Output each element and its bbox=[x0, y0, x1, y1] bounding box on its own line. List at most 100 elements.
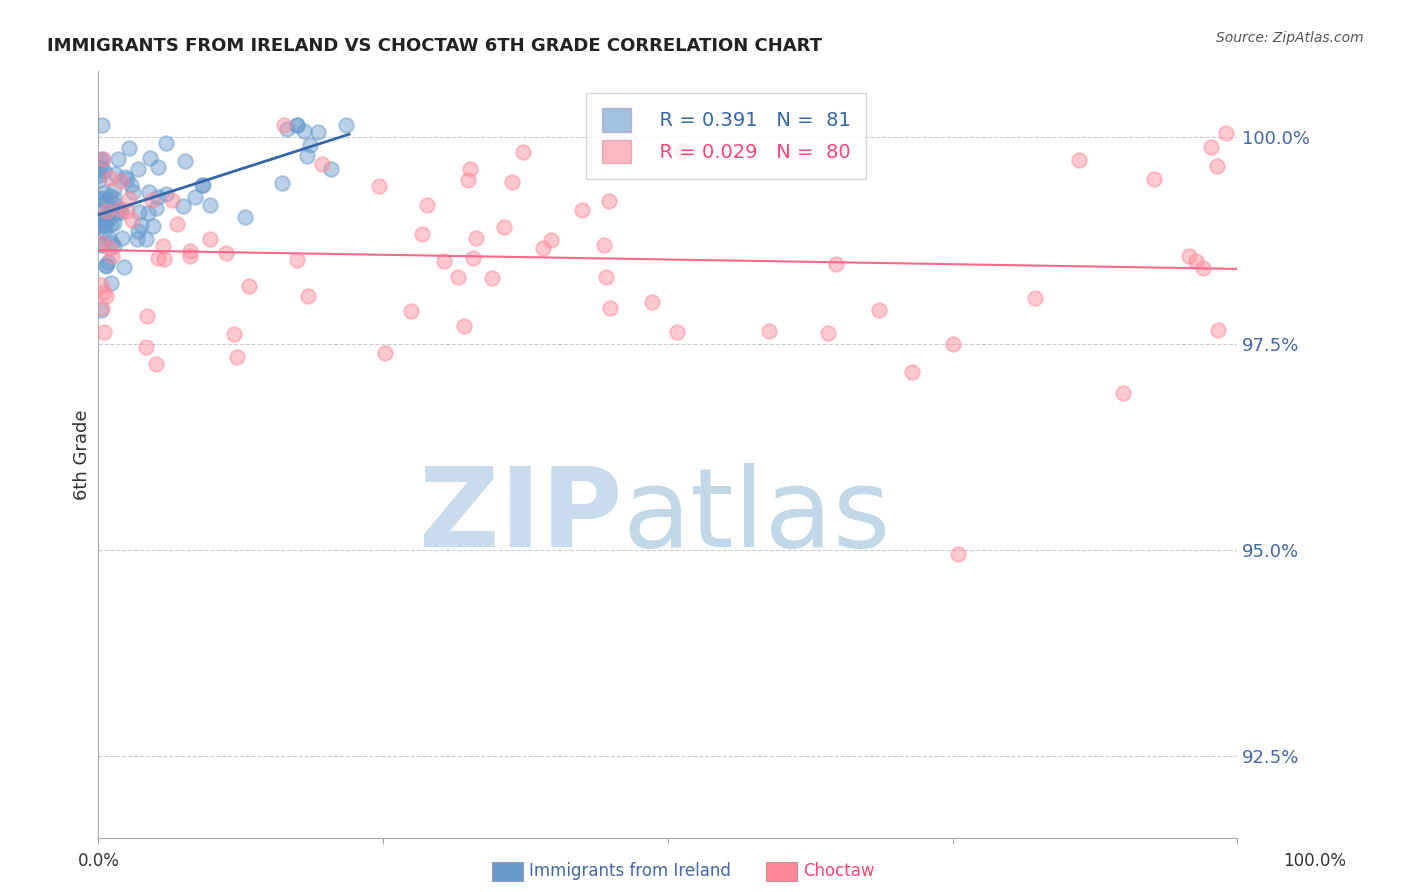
Point bbox=[1069, 153, 1091, 167]
Point bbox=[89, 153, 111, 168]
Point bbox=[128, 205, 150, 219]
Point bbox=[103, 239, 125, 253]
Point bbox=[817, 326, 839, 341]
Point bbox=[297, 289, 319, 303]
Point bbox=[540, 233, 562, 247]
Point bbox=[115, 172, 138, 186]
Point bbox=[457, 173, 479, 187]
Point bbox=[458, 161, 481, 176]
Point bbox=[142, 219, 165, 234]
Point bbox=[100, 277, 122, 291]
Point bbox=[146, 190, 169, 204]
Point bbox=[121, 178, 143, 193]
Point bbox=[90, 278, 112, 293]
Point bbox=[141, 194, 163, 208]
Point bbox=[1192, 261, 1215, 276]
Text: atlas: atlas bbox=[623, 463, 891, 570]
Point bbox=[135, 341, 157, 355]
Point bbox=[198, 197, 221, 211]
Point bbox=[321, 161, 343, 176]
Point bbox=[824, 257, 846, 271]
Point bbox=[91, 211, 114, 226]
Text: Source: ZipAtlas.com: Source: ZipAtlas.com bbox=[1216, 31, 1364, 45]
Point bbox=[948, 547, 970, 561]
Point bbox=[89, 218, 111, 232]
Legend:   R = 0.391   N =  81,   R = 0.029   N =  80: R = 0.391 N = 81, R = 0.029 N = 80 bbox=[586, 93, 866, 179]
Point bbox=[153, 252, 176, 267]
Point bbox=[1185, 253, 1208, 268]
Point bbox=[93, 212, 115, 227]
Text: IMMIGRANTS FROM IRELAND VS CHOCTAW 6TH GRADE CORRELATION CHART: IMMIGRANTS FROM IRELAND VS CHOCTAW 6TH G… bbox=[48, 37, 823, 54]
Point bbox=[90, 301, 112, 315]
Point bbox=[118, 192, 141, 206]
Point bbox=[91, 153, 114, 167]
Point bbox=[93, 164, 115, 178]
Point bbox=[492, 219, 515, 234]
Point bbox=[595, 270, 617, 285]
Point bbox=[121, 185, 143, 199]
Point bbox=[136, 205, 159, 219]
Point bbox=[135, 309, 157, 323]
Point bbox=[271, 177, 294, 191]
Point bbox=[148, 160, 170, 174]
Point bbox=[399, 303, 422, 318]
Point bbox=[1215, 126, 1237, 140]
Point bbox=[96, 289, 118, 303]
Point bbox=[89, 161, 111, 176]
Text: ZIP: ZIP bbox=[419, 463, 623, 570]
Point bbox=[461, 251, 484, 265]
Point bbox=[103, 191, 125, 205]
Y-axis label: 6th Grade: 6th Grade bbox=[73, 409, 91, 500]
Point bbox=[101, 236, 124, 251]
Point bbox=[146, 251, 169, 265]
Point bbox=[179, 244, 201, 258]
Point bbox=[97, 254, 120, 268]
Point bbox=[96, 259, 118, 273]
Point bbox=[447, 270, 470, 285]
Point bbox=[139, 151, 162, 165]
Point bbox=[135, 232, 157, 246]
Point bbox=[665, 326, 688, 340]
Point bbox=[374, 345, 396, 359]
Point bbox=[152, 239, 174, 253]
Point bbox=[93, 186, 115, 201]
Point bbox=[131, 218, 153, 232]
Point bbox=[107, 153, 129, 167]
Point bbox=[307, 125, 329, 139]
Point bbox=[125, 232, 148, 246]
Text: 0.0%: 0.0% bbox=[77, 852, 120, 870]
Point bbox=[127, 224, 149, 238]
Point bbox=[91, 191, 114, 205]
Point bbox=[1178, 249, 1201, 263]
Point bbox=[101, 249, 124, 263]
Point bbox=[110, 205, 132, 219]
Point bbox=[285, 118, 308, 132]
Point bbox=[184, 189, 207, 203]
Point bbox=[127, 162, 149, 177]
Point bbox=[311, 157, 333, 171]
Point bbox=[571, 203, 593, 218]
Point bbox=[411, 227, 433, 241]
Point bbox=[465, 231, 488, 245]
Point bbox=[100, 203, 122, 218]
Point bbox=[285, 118, 308, 132]
Point bbox=[481, 271, 503, 285]
Point bbox=[276, 122, 298, 136]
Point bbox=[179, 249, 201, 263]
Point bbox=[501, 175, 523, 189]
Point bbox=[90, 152, 112, 166]
Point bbox=[115, 203, 138, 218]
Point bbox=[93, 285, 115, 299]
Point bbox=[100, 217, 122, 231]
Point bbox=[900, 365, 922, 379]
Point bbox=[90, 238, 112, 252]
Point bbox=[97, 213, 120, 227]
Point bbox=[512, 145, 534, 160]
Point bbox=[531, 241, 554, 255]
Point bbox=[298, 138, 321, 153]
Point bbox=[335, 118, 357, 132]
Point bbox=[671, 145, 693, 159]
Point bbox=[87, 169, 110, 183]
Point bbox=[1205, 159, 1227, 173]
Point bbox=[90, 118, 112, 132]
